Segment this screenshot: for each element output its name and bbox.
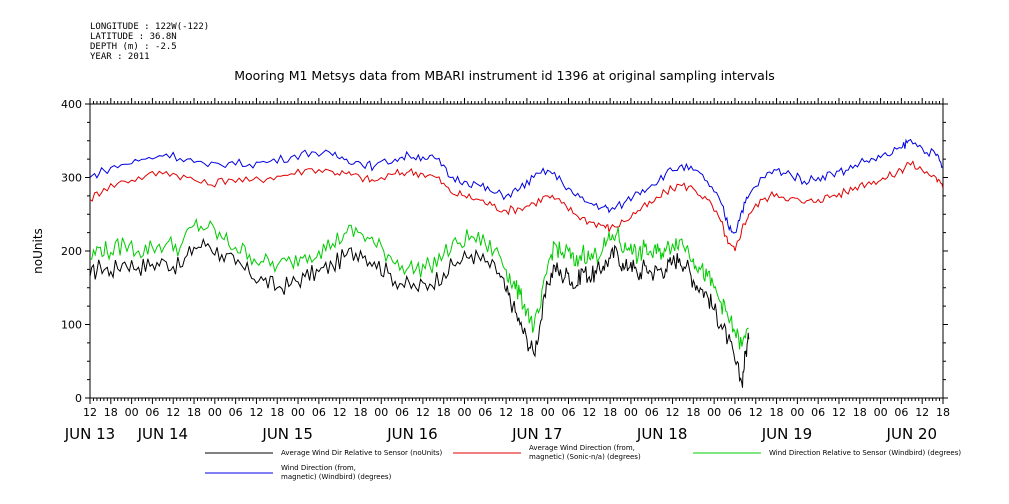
y-tick-label: 0 bbox=[75, 392, 82, 405]
series-line bbox=[90, 160, 943, 252]
x-day-label: JUN 19 bbox=[761, 425, 812, 443]
series-line bbox=[90, 237, 750, 388]
header-year: YEAR : 2011 bbox=[90, 52, 150, 62]
x-tick-label: 00 bbox=[707, 406, 721, 419]
x-tick-label: 00 bbox=[291, 406, 305, 419]
x-tick-label: 18 bbox=[353, 406, 367, 419]
x-tick-label: 06 bbox=[145, 406, 159, 419]
x-tick-label: 18 bbox=[104, 406, 118, 419]
header-depth: DEPTH (m) : -2.5 bbox=[90, 42, 177, 52]
legend-label: magnetic) (Sonic-n/a) (degrees) bbox=[529, 453, 641, 461]
x-tick-label: 00 bbox=[874, 406, 888, 419]
x-tick-label: 06 bbox=[645, 406, 659, 419]
y-tick-label: 300 bbox=[61, 172, 82, 185]
x-day-label: JUN 20 bbox=[886, 425, 937, 443]
x-tick-label: 18 bbox=[770, 406, 784, 419]
legend-label: Average Wind Direction (from, bbox=[529, 444, 635, 452]
x-tick-label: 06 bbox=[728, 406, 742, 419]
x-tick-label: 12 bbox=[749, 406, 763, 419]
series-line bbox=[90, 138, 943, 234]
x-tick-label: 06 bbox=[229, 406, 243, 419]
x-tick-label: 06 bbox=[811, 406, 825, 419]
x-tick-label: 00 bbox=[457, 406, 471, 419]
legend-label: Average Wind Dir Relative to Sensor (noU… bbox=[281, 449, 442, 457]
x-tick-label: 06 bbox=[894, 406, 908, 419]
x-tick-label: 06 bbox=[395, 406, 409, 419]
x-day-label: JUN 18 bbox=[636, 425, 687, 443]
chart-title: Mooring M1 Metsys data from MBARI instru… bbox=[234, 68, 775, 83]
x-tick-label: 06 bbox=[562, 406, 576, 419]
x-tick-label: 18 bbox=[936, 406, 950, 419]
x-day-label: JUN 14 bbox=[137, 425, 188, 443]
x-tick-label: 12 bbox=[249, 406, 263, 419]
x-tick-label: 12 bbox=[499, 406, 513, 419]
x-tick-label: 00 bbox=[541, 406, 555, 419]
x-tick-label: 00 bbox=[374, 406, 388, 419]
x-tick-label: 12 bbox=[333, 406, 347, 419]
y-tick-label: 200 bbox=[61, 245, 82, 258]
x-tick-label: 18 bbox=[187, 406, 201, 419]
x-tick-label: 18 bbox=[853, 406, 867, 419]
legend-label: magnetic) (Windbird) (degrees) bbox=[281, 473, 392, 481]
x-tick-label: 06 bbox=[312, 406, 326, 419]
x-tick-label: 12 bbox=[416, 406, 430, 419]
series-line bbox=[90, 217, 749, 350]
header-longitude: LONGITUDE : 122W(-122) bbox=[90, 22, 210, 32]
x-day-label: JUN 16 bbox=[386, 425, 437, 443]
y-axis-label: noUnits bbox=[31, 228, 45, 274]
header-latitude: LATITUDE : 36.8N bbox=[90, 32, 177, 42]
x-tick-label: 12 bbox=[832, 406, 846, 419]
legend-label: Wind Direction Relative to Sensor (Windb… bbox=[769, 449, 961, 457]
x-tick-label: 12 bbox=[915, 406, 929, 419]
x-tick-label: 18 bbox=[686, 406, 700, 419]
x-tick-label: 06 bbox=[478, 406, 492, 419]
x-tick-label: 18 bbox=[270, 406, 284, 419]
x-tick-label: 00 bbox=[790, 406, 804, 419]
x-tick-label: 18 bbox=[520, 406, 534, 419]
legend-label: Wind Direction (from, bbox=[281, 464, 356, 472]
x-tick-label: 12 bbox=[666, 406, 680, 419]
x-tick-label: 00 bbox=[624, 406, 638, 419]
x-tick-label: 18 bbox=[603, 406, 617, 419]
x-tick-label: 12 bbox=[166, 406, 180, 419]
y-tick-label: 100 bbox=[61, 319, 82, 332]
y-tick-label: 400 bbox=[61, 98, 82, 111]
x-tick-label: 12 bbox=[582, 406, 596, 419]
x-day-label: JUN 17 bbox=[511, 425, 562, 443]
x-tick-label: 00 bbox=[125, 406, 139, 419]
x-tick-label: 00 bbox=[208, 406, 222, 419]
x-day-label: JUN 13 bbox=[64, 425, 115, 443]
x-day-label: JUN 15 bbox=[261, 425, 312, 443]
x-tick-label: 18 bbox=[437, 406, 451, 419]
x-tick-label: 12 bbox=[83, 406, 97, 419]
